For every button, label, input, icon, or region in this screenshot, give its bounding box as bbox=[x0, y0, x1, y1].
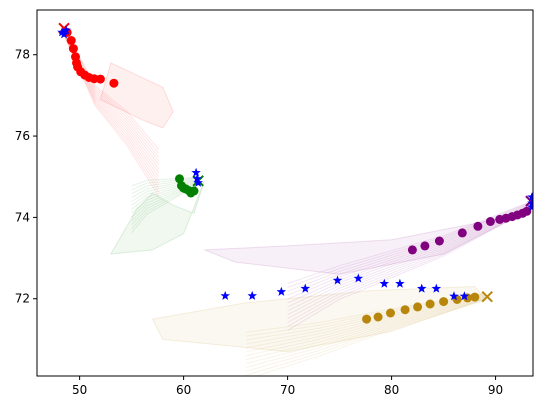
x-tick-label: 70 bbox=[280, 383, 295, 397]
data-point bbox=[109, 79, 118, 88]
data-point bbox=[408, 245, 417, 254]
x-tick-label: 50 bbox=[72, 383, 87, 397]
data-point bbox=[401, 305, 410, 314]
data-point bbox=[67, 36, 76, 45]
y-tick-label: 74 bbox=[15, 210, 30, 224]
y-tick-label: 76 bbox=[15, 129, 30, 143]
data-point bbox=[473, 222, 482, 231]
data-point bbox=[190, 187, 199, 196]
star-point bbox=[277, 287, 287, 296]
y-tick-label: 78 bbox=[15, 48, 30, 62]
x-tick-label: 80 bbox=[384, 383, 399, 397]
data-point bbox=[386, 309, 395, 318]
star-point bbox=[395, 279, 405, 288]
data-point bbox=[426, 300, 435, 309]
y-tick-label: 72 bbox=[15, 292, 30, 306]
data-point bbox=[470, 293, 479, 302]
x-tick-label: 60 bbox=[176, 383, 191, 397]
y-axis: 72 74 76 78 bbox=[15, 48, 37, 306]
data-point bbox=[96, 75, 105, 84]
data-point bbox=[362, 315, 371, 324]
data-point bbox=[458, 228, 467, 237]
data-marks bbox=[57, 23, 537, 323]
x-tick-label: 90 bbox=[488, 383, 503, 397]
density-cloud bbox=[100, 63, 173, 128]
data-point bbox=[413, 302, 422, 311]
density-cloud bbox=[204, 211, 526, 274]
star-point bbox=[248, 291, 258, 300]
density-clouds bbox=[65, 31, 531, 379]
data-point bbox=[486, 217, 495, 226]
star-point bbox=[191, 168, 201, 177]
data-point bbox=[69, 44, 78, 53]
data-point bbox=[420, 241, 429, 250]
data-point bbox=[374, 313, 383, 322]
star-point bbox=[221, 291, 231, 300]
x-axis: 50 60 70 80 90 bbox=[72, 376, 503, 397]
data-point bbox=[439, 297, 448, 306]
data-point bbox=[435, 237, 444, 246]
